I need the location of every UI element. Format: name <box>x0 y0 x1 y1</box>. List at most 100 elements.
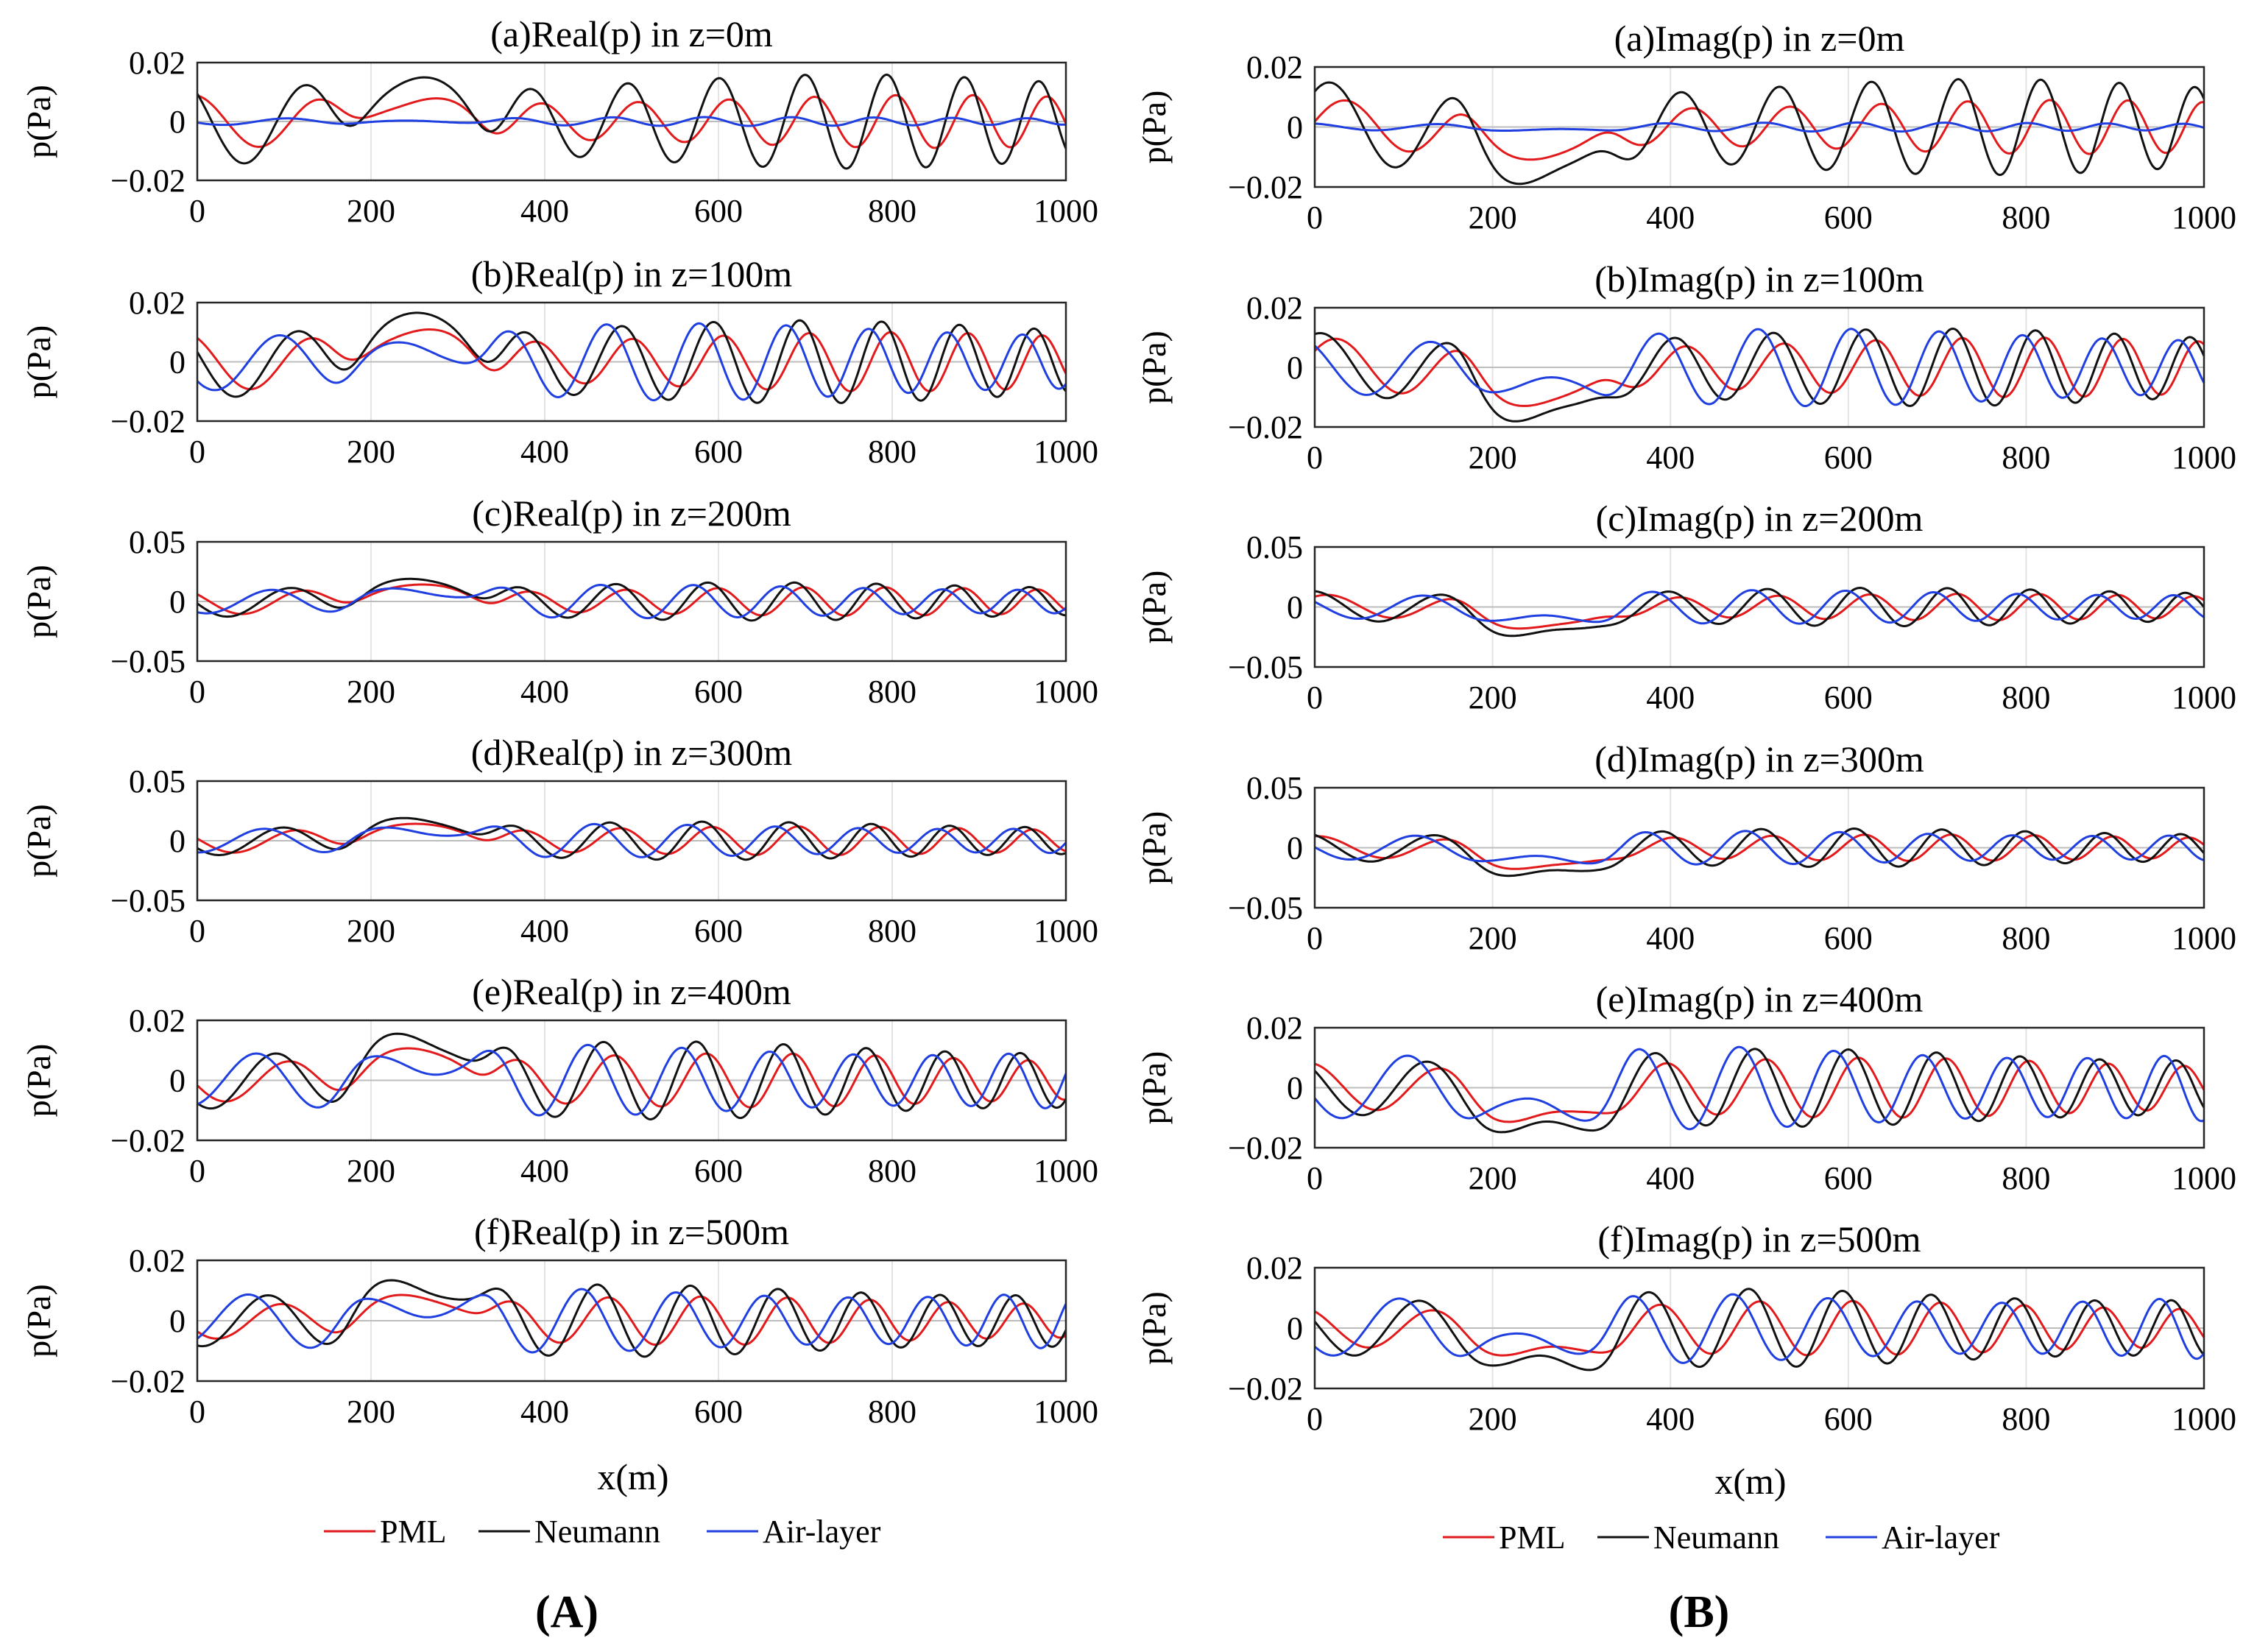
series-line-pml <box>1314 1056 2205 1123</box>
y-tick-label: 0 <box>169 345 186 381</box>
x-tick-label: 600 <box>1824 1401 1873 1437</box>
x-tick-label: 200 <box>347 193 395 229</box>
x-tick-label: 1000 <box>1034 674 1098 710</box>
series-line-neumann <box>197 577 1067 622</box>
y-tick-label: −0.02 <box>1228 1371 1303 1407</box>
y-axis-label: p(Pa) <box>1135 91 1173 164</box>
x-tick-label: 600 <box>1824 440 1873 476</box>
plot-frame <box>1313 306 2205 428</box>
series-line-neumann <box>197 816 1067 861</box>
y-tick-label: 0.02 <box>1246 1250 1303 1286</box>
y-axis-label: p(Pa) <box>1135 1051 1173 1125</box>
x-tick-label: 400 <box>1646 200 1695 236</box>
y-tick-label: 0.05 <box>1246 529 1303 565</box>
series-line-air-layer <box>1314 121 2205 133</box>
series-line-air-layer <box>197 116 1067 127</box>
x-tick-label: 200 <box>1469 440 1517 476</box>
series-line-air-layer <box>196 322 1067 402</box>
subplot-A-f: 0 200 400 600 800 10000.020−0.02p(Pa)(f)Real(… <box>20 1211 1098 1430</box>
plot-frame <box>1313 66 2205 188</box>
x-tick-label: 800 <box>868 1394 916 1430</box>
y-tick-label: 0.02 <box>129 45 186 81</box>
series-line-air-layer <box>1314 830 2205 866</box>
y-axis-label: p(Pa) <box>20 565 57 638</box>
subplot-title: (f)Imag(p) in z=500m <box>1597 1218 1921 1260</box>
x-tick-label: 600 <box>1824 1160 1873 1196</box>
plot-frame <box>1313 546 2205 668</box>
y-tick-label: 0 <box>169 104 186 140</box>
y-tick-label: −0.02 <box>110 403 186 440</box>
series-line-pml <box>1313 336 2205 407</box>
series-line-air-layer <box>197 583 1067 620</box>
x-tick-label: 1000 <box>2172 1401 2236 1437</box>
series-line-neumann <box>1313 1288 2205 1372</box>
series-line-neumann <box>1313 1048 2205 1134</box>
x-tick-label: 400 <box>520 193 569 229</box>
series-line-pml <box>197 822 1067 856</box>
subplot-title: (d)Real(p) in z=300m <box>471 732 793 773</box>
y-tick-label: 0 <box>1287 350 1303 386</box>
y-tick-label: −0.05 <box>1228 890 1303 926</box>
x-tick-label: 600 <box>1824 200 1873 236</box>
series-line-pml <box>196 1047 1067 1109</box>
subplot-B-e: 0 200 400 600 800 10000.020−0.02p(Pa)(e)Imag(… <box>1135 978 2236 1196</box>
x-tick-label: 800 <box>868 434 916 470</box>
series-line-pml <box>197 1293 1067 1346</box>
y-tick-label: 0 <box>1287 110 1303 146</box>
x-tick-label: 1000 <box>2172 920 2236 956</box>
legend-right: PML Neumann Air-layer <box>1443 1519 2000 1556</box>
subplot-title: (e)Imag(p) in z=400m <box>1596 978 1924 1020</box>
y-axis-label: p(Pa) <box>20 804 57 878</box>
x-tick-label: 800 <box>2002 1160 2050 1196</box>
x-tick-label: 400 <box>1646 1401 1695 1437</box>
series-line-air-layer <box>1313 328 2205 408</box>
x-tick-label: 200 <box>1469 200 1517 236</box>
subplot-A-e: 0 200 400 600 800 10000.020−0.02p(Pa)(e)Real(… <box>20 971 1098 1189</box>
y-tick-label: 0 <box>169 823 186 859</box>
x-tick-label: 200 <box>347 1153 395 1189</box>
plot-frame <box>196 1019 1067 1142</box>
series-line-neumann <box>1314 827 2205 878</box>
plot-frame <box>196 61 1067 182</box>
legend-label-pml: PML <box>380 1514 446 1550</box>
x-tick-label: 800 <box>2002 440 2050 476</box>
x-tick-label: 0 <box>1307 1160 1323 1196</box>
y-tick-label: 0 <box>1287 830 1303 866</box>
y-tick-label: −0.02 <box>110 1363 186 1399</box>
x-tick-label: 1000 <box>1034 434 1098 470</box>
subplot-B-c: 0 200 400 600 800 10000.050−0.05p(Pa)(c)Imag(… <box>1135 498 2236 716</box>
y-tick-label: 0 <box>169 1303 186 1339</box>
x-axis-label-right: x(m) <box>1714 1461 1786 1502</box>
subplot-B-b: 0 200 400 600 800 10000.020−0.02p(Pa)(b)Imag(… <box>1135 258 2236 476</box>
y-tick-label: 0.05 <box>129 763 186 799</box>
x-tick-label: 600 <box>694 1394 743 1430</box>
x-tick-label: 1000 <box>2172 200 2236 236</box>
x-axis-label-left: x(m) <box>597 1456 668 1497</box>
series-line-neumann <box>197 1279 1067 1358</box>
series-line-pml <box>1314 1299 2205 1357</box>
x-tick-label: 200 <box>347 674 395 710</box>
series-line-pml <box>1313 99 2204 161</box>
x-tick-label: 200 <box>1469 1401 1517 1437</box>
y-tick-label: 0.05 <box>129 524 186 560</box>
y-tick-label: −0.05 <box>110 643 186 679</box>
series-line-air-layer <box>197 1043 1067 1117</box>
subplot-B-a: 0 200 400 600 800 10000.020−0.02p(Pa)(a)Imag(… <box>1135 18 2236 236</box>
x-tick-label: 0 <box>189 1153 205 1189</box>
plot-frame <box>1313 786 2205 909</box>
legend-label-air-layer: Air-layer <box>1882 1519 2000 1556</box>
subplot-title: (a)Imag(p) in z=0m <box>1614 18 1905 59</box>
series-line-air-layer <box>197 1288 1067 1354</box>
series-line-neumann <box>1314 586 2205 638</box>
x-tick-label: 800 <box>868 674 916 710</box>
x-tick-label: 400 <box>520 913 569 949</box>
panel-label-a: (A) <box>535 1587 598 1637</box>
x-tick-label: 1000 <box>1034 193 1098 229</box>
y-axis-label: p(Pa) <box>1135 331 1173 404</box>
x-tick-label: 400 <box>1646 1160 1695 1196</box>
subplot-A-d: 0 200 400 600 800 10000.050−0.05p(Pa)(d)Real(… <box>20 732 1098 949</box>
x-tick-label: 600 <box>1824 679 1873 716</box>
x-tick-label: 600 <box>694 1153 743 1189</box>
x-tick-label: 200 <box>347 434 395 470</box>
series-line-neumann <box>1314 327 2205 423</box>
